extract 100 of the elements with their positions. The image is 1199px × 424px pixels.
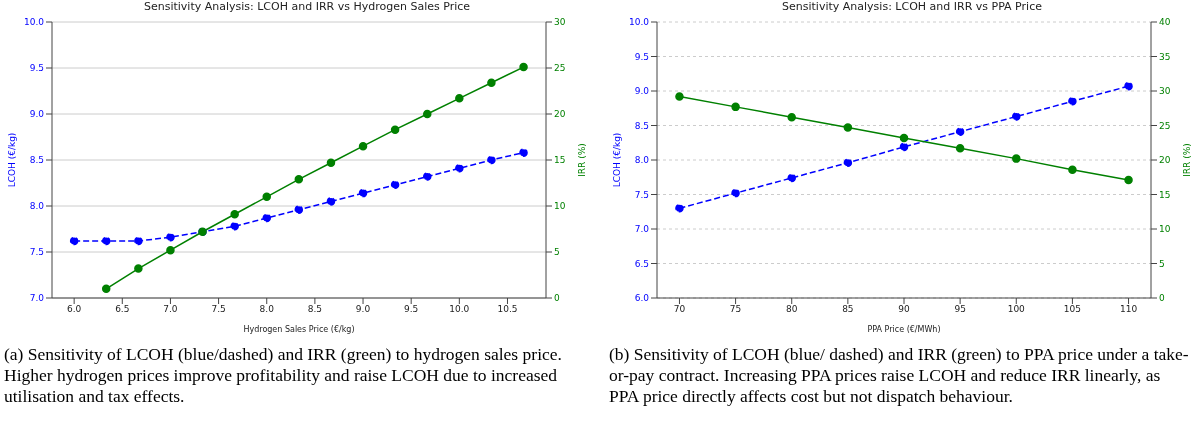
x-tick-label: 10.5 — [497, 304, 518, 315]
x-axis-title: Hydrogen Sales Price (€/kg) — [243, 325, 355, 334]
y2-tick-label: 15 — [554, 155, 566, 166]
x-tick-label: 85 — [842, 304, 854, 315]
y-tick-label: 10.0 — [23, 17, 45, 28]
point — [166, 233, 175, 242]
x-tick-label: 6.5 — [115, 304, 130, 315]
x-tick-label: 75 — [729, 304, 742, 315]
y2-tick-label: 20 — [1159, 155, 1171, 166]
point — [731, 102, 740, 112]
y2-tick-label: 30 — [1159, 86, 1171, 97]
y2-tick-label: 25 — [1159, 120, 1171, 131]
y2-tick-label: 40 — [1159, 17, 1171, 28]
point — [1124, 175, 1133, 185]
point — [423, 109, 432, 119]
point — [101, 236, 111, 246]
point — [955, 144, 965, 153]
point — [955, 127, 965, 136]
point — [69, 236, 79, 246]
y-axis-title: LCOH (€/kg) — [612, 132, 623, 188]
y-tick-label: 6.0 — [634, 293, 650, 304]
x-tick-label: 8.0 — [259, 304, 275, 315]
x-tick-label: 105 — [1063, 304, 1081, 315]
y-tick-label: 7.5 — [29, 247, 44, 258]
x-tick-label: 95 — [954, 304, 966, 315]
point — [326, 158, 336, 168]
x-tick-label: 80 — [786, 304, 798, 315]
y-tick-label: 7.5 — [634, 189, 649, 200]
point — [675, 92, 684, 101]
point — [134, 264, 143, 273]
point — [1012, 154, 1021, 163]
point — [1068, 97, 1077, 106]
point — [390, 180, 400, 190]
point — [358, 141, 368, 151]
point — [487, 78, 496, 87]
point — [519, 62, 528, 72]
point — [487, 155, 496, 165]
y-tick-label: 8.0 — [29, 201, 45, 212]
y-tick-label: 9.0 — [29, 109, 45, 120]
y2-tick-label: 10 — [1159, 224, 1171, 235]
y-axis-title: LCOH (€/kg) — [7, 132, 18, 188]
y2-tick-label: 5 — [554, 247, 560, 258]
point — [230, 221, 239, 231]
point — [358, 188, 368, 198]
point — [1124, 81, 1133, 91]
y-tick-label: 8.5 — [634, 120, 649, 131]
y-tick-label: 9.0 — [634, 86, 650, 97]
y2-tick-label: 0 — [1159, 293, 1165, 304]
x-tick-label: 7.5 — [211, 304, 226, 315]
point — [455, 94, 464, 103]
text: (b) Sensitivity of LCOH (blue/ dashed) and IRR (green) to PPA price under a take-or-pay contract. Increasing PPA prices raise LCOH and reduce IRR linearly, as PPA price directly affects cost but not dispatch behaviour. — [609, 344, 1189, 407]
y-tick-label: 6.5 — [634, 258, 649, 269]
y-tick-label: 9.5 — [29, 63, 44, 74]
point — [294, 175, 304, 184]
point — [519, 148, 528, 157]
y-tick-label: 10.0 — [628, 17, 650, 28]
y2-axis-title: IRR (%) — [577, 143, 588, 177]
y2-tick-label: 15 — [1159, 189, 1171, 200]
text: (a) Sensitivity of LCOH (blue/dashed) and IRR (green) to hydrogen sales price. Higher hydrogen prices improve profitability and raise LCOH due to increased utilisation and tax effects. — [4, 344, 563, 407]
point — [899, 142, 909, 152]
point — [423, 172, 432, 181]
point — [390, 125, 400, 134]
point — [166, 245, 175, 255]
point — [731, 188, 740, 198]
y2-tick-label: 10 — [554, 201, 566, 212]
x-tick-label: 7.0 — [163, 304, 178, 315]
y2-tick-label: 25 — [554, 63, 566, 74]
x-tick-label: 100 — [1007, 304, 1026, 315]
x-tick-label: 6.0 — [66, 304, 82, 315]
y2-tick-label: 35 — [1159, 51, 1171, 62]
y-tick-label: 8.5 — [29, 155, 44, 166]
point — [899, 133, 909, 143]
point — [262, 192, 271, 202]
y2-tick-label: 30 — [554, 17, 566, 28]
point — [787, 173, 796, 183]
x-tick-label: 70 — [673, 304, 686, 315]
point — [843, 123, 853, 132]
x-tick-label: 8.5 — [307, 304, 323, 315]
y-tick-label: 7.0 — [29, 293, 45, 304]
y2-axis-title: IRR (%) — [1182, 143, 1193, 177]
y2-tick-label: 0 — [554, 293, 560, 304]
y-tick-label: 9.5 — [634, 51, 649, 62]
point — [843, 158, 853, 168]
point — [262, 213, 271, 223]
y2-tick-label: 20 — [554, 109, 566, 120]
point — [787, 112, 796, 122]
point — [455, 164, 464, 173]
y-tick-label: 8.0 — [634, 155, 650, 166]
y-tick-label: 7.0 — [634, 224, 650, 235]
x-axis-title: PPA Price (€/MWh) — [867, 325, 941, 334]
x-tick-label: 9.0 — [355, 304, 371, 315]
point — [675, 204, 684, 213]
point — [326, 197, 336, 206]
y2-tick-label: 5 — [1159, 258, 1165, 269]
point — [230, 210, 239, 219]
chart-title: Sensitivity Analysis: LCOH and IRR vs Hydrogen Sales Price — [142, 0, 472, 14]
x-tick-label: 90 — [898, 304, 910, 315]
point — [1068, 165, 1077, 174]
point — [134, 236, 143, 246]
x-tick-label: 9.5 — [404, 304, 419, 315]
